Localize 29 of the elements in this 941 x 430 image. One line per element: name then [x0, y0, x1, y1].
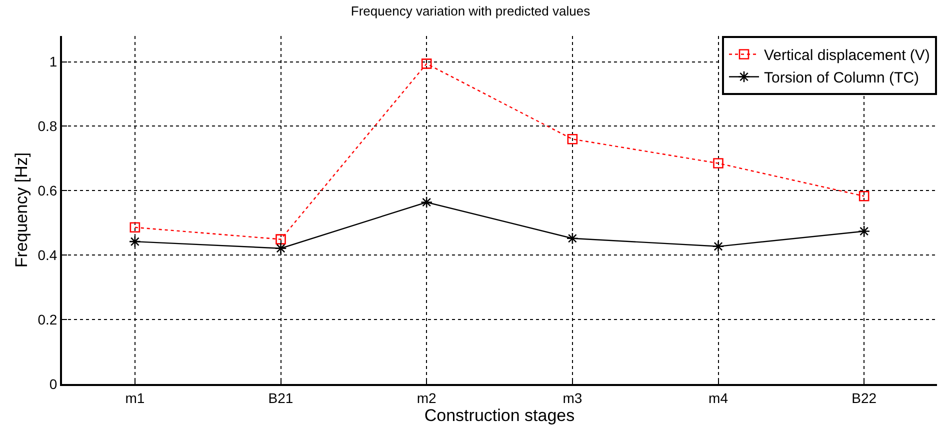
point	[420, 196, 433, 208]
y-tick-label: 0	[49, 376, 58, 392]
point	[421, 58, 432, 69]
x-tick-label: m1	[125, 390, 145, 406]
y-tick-label: 0.2	[38, 311, 58, 328]
legend-label: Vertical displacement (V)	[764, 47, 930, 64]
x-tick-label: B21	[268, 390, 294, 406]
y-tick-label: 1	[49, 54, 58, 70]
point	[712, 240, 724, 252]
point	[276, 234, 286, 244]
y-tick-label: 0.4	[38, 247, 58, 264]
point	[567, 134, 578, 144]
x-tick-label: B22	[852, 390, 877, 406]
point	[130, 222, 140, 233]
x-tick-label: m4	[708, 390, 728, 406]
point	[128, 236, 141, 248]
chart-title: Frequency variation with predicted values	[350, 4, 591, 19]
x-tick-label: m2	[416, 390, 437, 406]
point	[858, 225, 870, 238]
y-tick-label: 0.8	[38, 118, 58, 134]
y-tick-label: 0.6	[38, 182, 58, 199]
x-axis-title: Construction stages	[424, 406, 575, 425]
point	[274, 242, 287, 254]
point	[713, 158, 724, 168]
x-tick-label: m3	[562, 390, 582, 406]
point	[566, 232, 578, 244]
legend-label: Torsion of Column (TC)	[764, 70, 920, 87]
y-axis-title: Frequency [Hz]	[12, 152, 31, 268]
point	[858, 190, 870, 202]
